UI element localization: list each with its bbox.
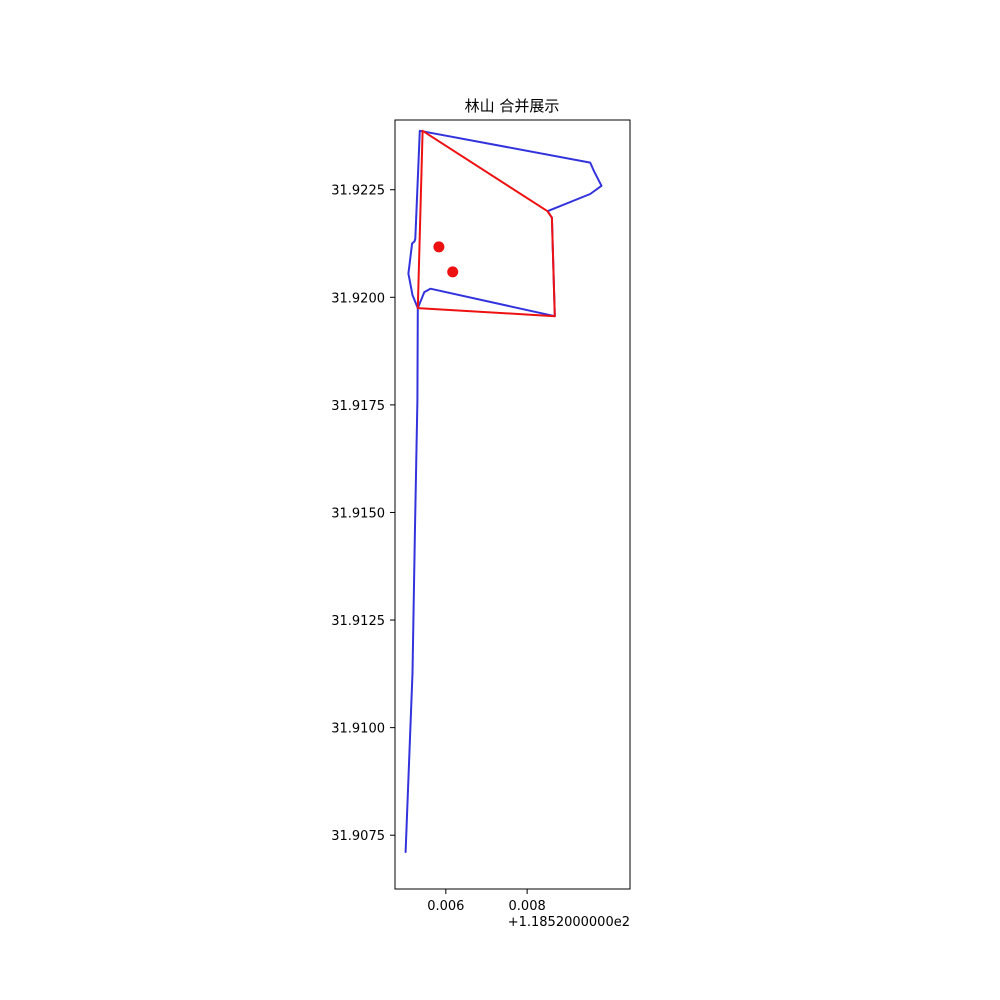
y-tick-label: 31.9125 [331,614,385,629]
y-tick-label: 31.9175 [331,399,385,414]
axes: 0.006 0.008 31.9075 31.9100 31.9125 31.9150 31… [331,119,631,914]
x-tick-label: 0.006 [427,899,464,914]
x-tick-label: 0.008 [509,899,546,914]
y-tick-label: 31.9200 [331,291,385,306]
scatter-point-1 [433,241,445,253]
plot-content [404,129,603,853]
x-axis-offset-label: +1.1852000000e2 [508,915,630,930]
y-tick-label: 31.9225 [331,184,385,199]
chart-title: 林山 合并展示 [465,97,560,115]
axes-frame [394,119,631,890]
series-line-2 [416,129,556,318]
y-tick-label: 31.9150 [331,506,385,521]
series-line-1 [404,129,603,853]
y-tick-label: 31.9100 [331,722,385,737]
scatter-point-2 [447,266,459,278]
plot-area [404,129,603,853]
y-tick-label: 31.9075 [331,829,385,844]
